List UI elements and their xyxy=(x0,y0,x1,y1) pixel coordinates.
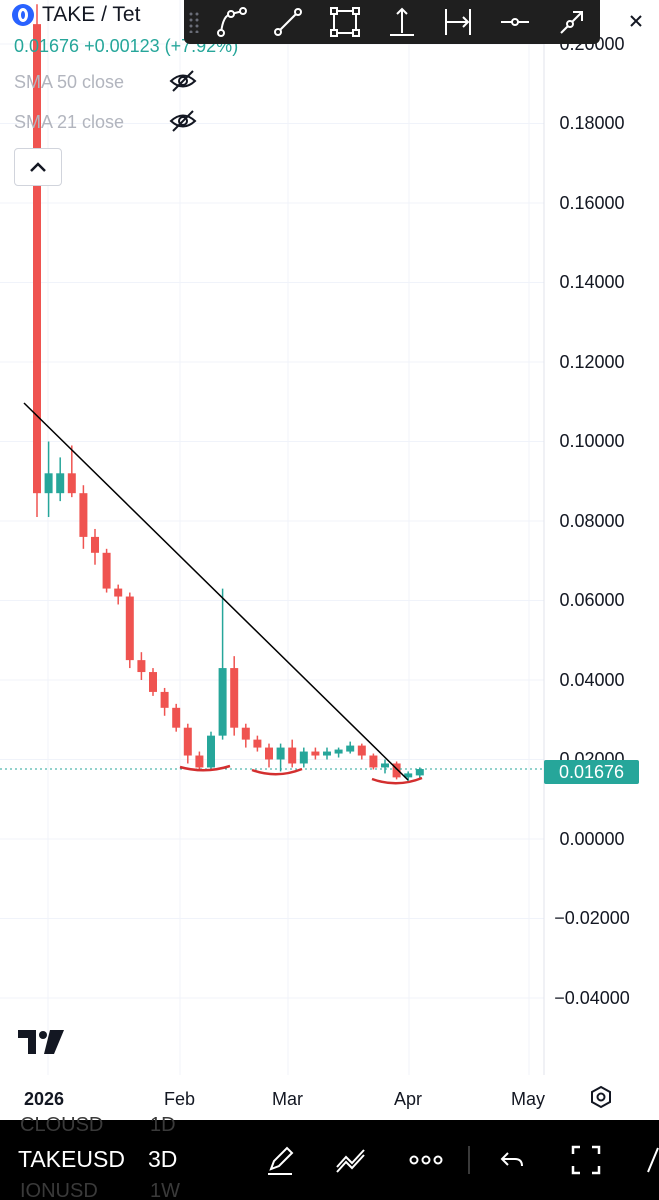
ghost-interval: 1W xyxy=(150,1180,180,1200)
tradingview-logo-icon[interactable] xyxy=(18,1030,66,1059)
coin-logo-icon xyxy=(12,4,34,26)
chart-settings-icon[interactable] xyxy=(586,1082,616,1112)
candle-body xyxy=(346,745,355,752)
undo-icon[interactable] xyxy=(490,1138,534,1182)
chart-pane[interactable] xyxy=(0,0,659,1120)
candle-body xyxy=(125,596,134,661)
indicator-label: SMA 50 close xyxy=(14,72,125,92)
candle-body xyxy=(67,473,76,494)
candle-body xyxy=(392,763,401,778)
current-price-badge: 0.01676 xyxy=(544,760,639,784)
price-change: 0.01676 +0.00123 (+7.92%) xyxy=(14,36,239,56)
trend-line-icon[interactable] xyxy=(260,0,317,44)
drawings xyxy=(0,402,544,785)
candle-body xyxy=(369,755,378,768)
price-label: 0.06000 xyxy=(559,590,625,610)
price-label: −0.02000 xyxy=(554,908,630,928)
horizontal-ray-icon[interactable] xyxy=(487,0,544,44)
candle-body xyxy=(183,727,192,756)
grid xyxy=(0,0,544,1075)
candle-body xyxy=(241,727,250,740)
indicator-label: SMA 21 close xyxy=(14,112,125,132)
candle-body xyxy=(218,668,227,736)
candle-body xyxy=(253,739,262,748)
ghost-symbol: CLOUSD xyxy=(20,1114,104,1136)
price-label: 0.04000 xyxy=(559,670,625,690)
support-mark xyxy=(251,767,303,776)
arrow-tool-icon[interactable] xyxy=(543,0,600,44)
candle-body xyxy=(33,24,41,494)
candle-body xyxy=(79,493,88,537)
time-label: Mar xyxy=(272,1089,303,1109)
price-label: 0.10000 xyxy=(559,431,625,451)
candle-body xyxy=(172,707,181,728)
path-tool-icon[interactable] xyxy=(204,0,261,44)
candle-body xyxy=(102,552,111,589)
candle-body xyxy=(265,747,273,760)
candle-body xyxy=(230,668,239,728)
collapse-legend-button[interactable] xyxy=(14,148,62,186)
candle-body xyxy=(288,747,297,764)
rectangle-icon[interactable] xyxy=(317,0,374,44)
candle-body xyxy=(137,660,146,673)
symbol-selector-button[interactable]: TAKEUSD xyxy=(18,1146,125,1172)
candle-body xyxy=(334,749,343,754)
candle-body xyxy=(323,751,331,756)
pen-icon[interactable] xyxy=(258,1138,302,1182)
symbol-title[interactable]: TAKE / Tet xyxy=(42,3,141,26)
candle-body xyxy=(56,473,65,494)
interval-selector-button[interactable]: 3D xyxy=(148,1146,178,1172)
candle-body xyxy=(207,735,215,768)
time-label: Apr xyxy=(394,1089,423,1109)
eye-hidden-icon[interactable] xyxy=(168,68,198,99)
vertical-measure-icon[interactable] xyxy=(373,0,430,44)
toolbar-divider xyxy=(468,1146,470,1174)
chevron-up-icon xyxy=(30,162,46,172)
candle-body xyxy=(276,747,285,760)
horizontal-range-icon[interactable] xyxy=(430,0,487,44)
more-options-icon[interactable] xyxy=(404,1138,448,1182)
candle-body xyxy=(381,763,389,768)
candle-body xyxy=(415,769,424,776)
time-label: May xyxy=(511,1089,546,1109)
more-edge-icon[interactable] xyxy=(630,1138,659,1182)
price-label: 0.18000 xyxy=(559,113,625,133)
drawing-toolbar xyxy=(184,0,600,44)
bottom-toolbar xyxy=(0,1120,659,1200)
trend-line xyxy=(23,402,409,781)
price-label: 0.00000 xyxy=(559,829,625,849)
candle-body xyxy=(404,773,413,778)
price-chart[interactable] xyxy=(0,0,659,1120)
candles xyxy=(33,4,424,782)
symbol-info[interactable]: TAKE / Tet xyxy=(12,2,140,28)
support-mark xyxy=(371,776,423,785)
support-mark xyxy=(179,764,231,772)
price-label: 0.14000 xyxy=(559,272,625,292)
price-label: 0.08000 xyxy=(559,511,625,531)
candle-body xyxy=(299,751,308,764)
candle-body xyxy=(149,672,157,692)
drawing-tools-icon[interactable] xyxy=(330,1138,374,1182)
fullscreen-icon[interactable] xyxy=(564,1138,608,1182)
time-label: 2026 xyxy=(24,1089,65,1109)
price-label: −0.04000 xyxy=(554,988,630,1008)
price-label: 0.16000 xyxy=(559,193,625,213)
candle-body xyxy=(91,536,99,553)
price-label: 0.12000 xyxy=(559,352,625,372)
ghost-interval: 1D xyxy=(150,1114,176,1136)
candle-body xyxy=(311,751,320,756)
candle-body xyxy=(195,755,204,768)
candle-body xyxy=(357,745,366,756)
candle-body xyxy=(160,691,169,708)
candle-body xyxy=(114,588,123,597)
close-icon[interactable] xyxy=(618,4,654,38)
candle-body xyxy=(44,473,53,494)
eye-hidden-icon[interactable] xyxy=(168,108,198,139)
time-label: Feb xyxy=(164,1089,196,1109)
drag-handle-icon[interactable] xyxy=(184,0,204,44)
indicator-sma-21[interactable]: SMA 21 close xyxy=(14,110,197,133)
indicator-sma-50[interactable]: SMA 50 close xyxy=(14,70,197,93)
ghost-symbol: IONUSD xyxy=(20,1180,98,1200)
